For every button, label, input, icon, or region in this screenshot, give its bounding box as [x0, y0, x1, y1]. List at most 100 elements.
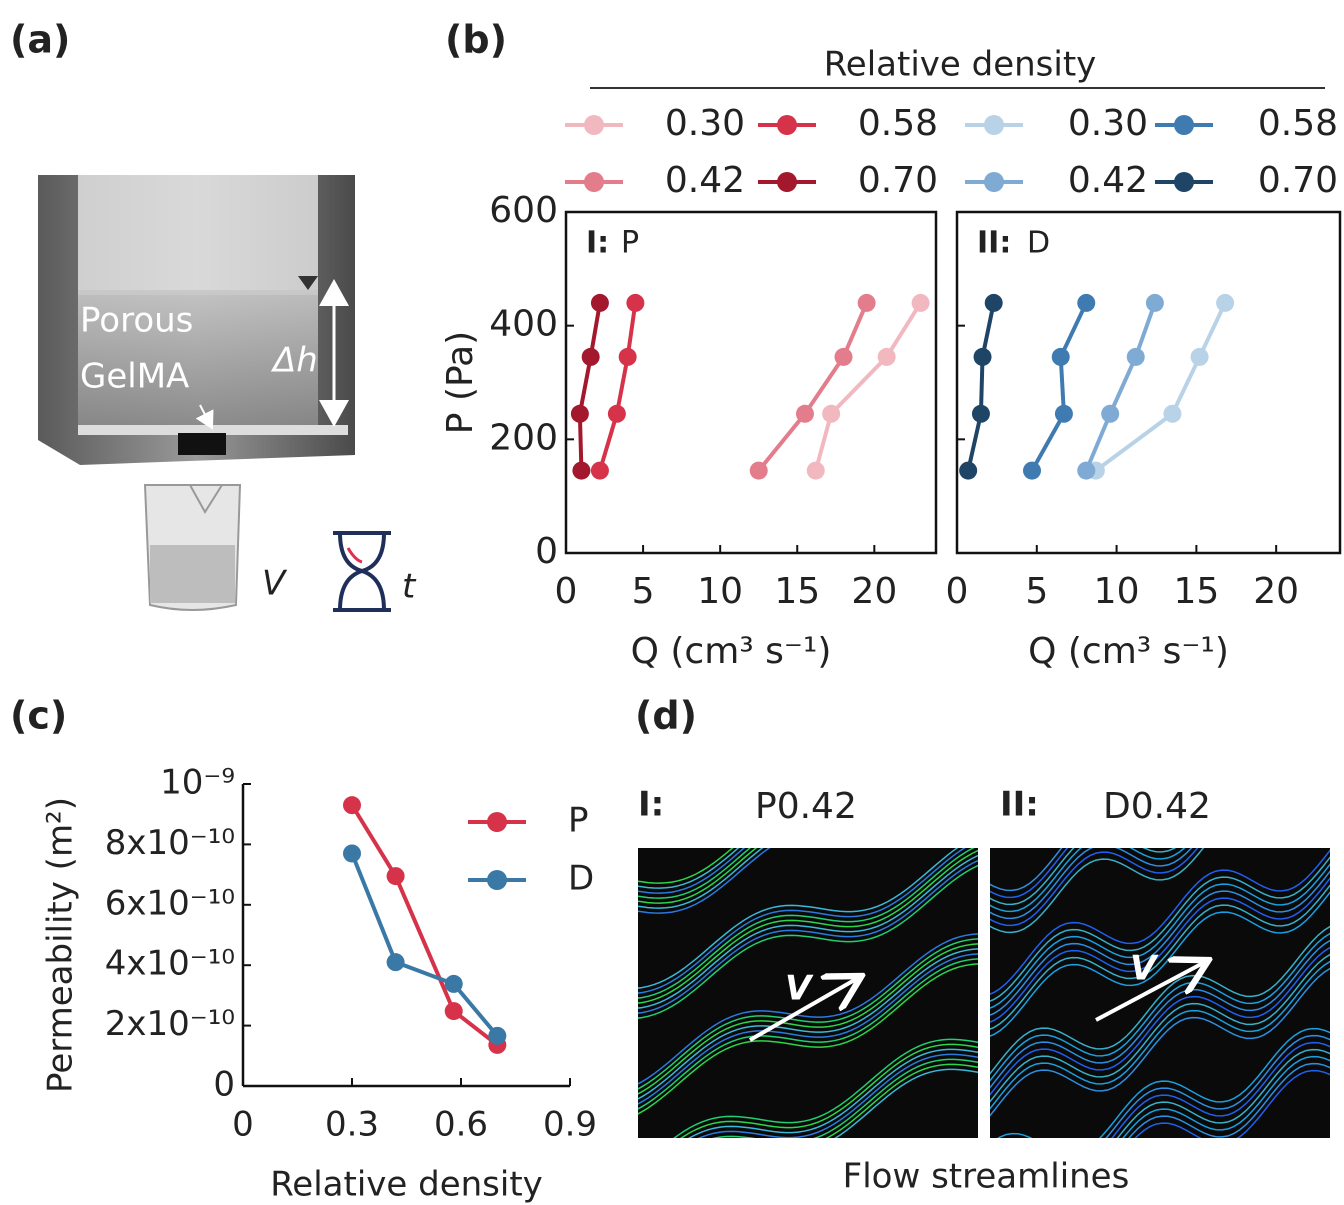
streamline	[990, 877, 1330, 1023]
streamline	[1105, 1034, 1330, 1138]
data-point	[488, 1026, 507, 1045]
streamline	[638, 849, 978, 1004]
streamline	[990, 946, 1330, 1096]
data-point	[877, 347, 896, 366]
streamline	[638, 848, 734, 884]
streamline	[680, 1043, 978, 1138]
series-line	[577, 302, 602, 471]
streamline	[990, 848, 1063, 892]
data-point	[971, 404, 990, 423]
velocity-label: V	[1130, 949, 1159, 989]
streamline	[638, 848, 746, 894]
streamline	[1128, 1062, 1330, 1138]
panel-label: (b)	[445, 18, 507, 62]
y-tick-label: 6x10⁻¹⁰	[105, 883, 235, 923]
series-line	[757, 302, 869, 472]
streamline	[638, 943, 978, 1095]
streamline	[990, 848, 1069, 899]
data-point	[749, 461, 768, 480]
data-point	[1101, 404, 1120, 423]
plot-frame	[564, 210, 938, 555]
legend-marker	[487, 812, 507, 832]
y-tick-label: 200	[489, 417, 558, 458]
streamline	[834, 1068, 978, 1138]
streamline	[990, 848, 1186, 913]
legend-marker	[984, 115, 1004, 135]
series-line	[813, 301, 923, 472]
subpanel-title: D0.42	[1103, 786, 1211, 827]
series-line	[1084, 302, 1157, 472]
streamline	[990, 848, 1193, 920]
y-axis-label: P (Pa)	[440, 331, 481, 434]
y-tick-label: 0	[535, 531, 558, 572]
beaker	[143, 484, 242, 611]
x-tick-label: 5	[1025, 571, 1048, 612]
subpanel-label: I:	[638, 785, 664, 825]
streamline	[990, 856, 1330, 1002]
streamline	[638, 938, 978, 1090]
data-point	[1190, 347, 1209, 366]
x-tick-label: 0	[555, 571, 578, 612]
series-line	[350, 852, 499, 1038]
velocity-arrow	[1095, 962, 1205, 1022]
y-tick-label: 0	[213, 1065, 235, 1105]
panel-label: (a)	[10, 18, 70, 62]
streamline	[990, 953, 1330, 1103]
data-point	[1077, 461, 1096, 480]
streamline	[638, 933, 978, 1085]
volume-label: V	[262, 564, 288, 604]
caption: Flow streamlines	[843, 1157, 1130, 1197]
legend-label: 0.70	[858, 160, 938, 201]
panel-label: (d)	[635, 694, 697, 738]
streamline	[638, 848, 959, 989]
data-point	[1054, 404, 1073, 423]
panel-sublabel: I:	[586, 226, 609, 261]
time-label: t	[402, 567, 417, 607]
hourglass	[333, 531, 391, 612]
streamline	[638, 848, 975, 999]
streamline	[638, 848, 740, 889]
data-point	[834, 347, 853, 366]
streamline	[638, 953, 978, 1105]
data-point	[343, 796, 361, 815]
legend-label: 0.30	[665, 103, 745, 144]
subpanel-title: P0.42	[755, 786, 857, 827]
streamline	[638, 848, 966, 994]
data-point	[607, 404, 626, 423]
x-tick-label: 10	[1094, 571, 1140, 612]
streamline	[1122, 1055, 1330, 1138]
streamline	[638, 948, 978, 1100]
velocity-label: V	[785, 969, 814, 1009]
legend-label: 0.70	[1258, 160, 1338, 201]
streamline	[990, 863, 1330, 1009]
x-tick-label: 5	[632, 571, 655, 612]
streamline	[638, 848, 764, 909]
data-point	[1126, 347, 1145, 366]
legend-marker	[777, 115, 797, 135]
data-point	[806, 461, 825, 480]
streamline	[990, 849, 1330, 995]
data-point	[581, 347, 600, 366]
legend-marker	[1174, 172, 1194, 192]
streamline	[697, 1053, 978, 1138]
streamlines	[638, 848, 978, 1138]
data-point	[795, 404, 814, 423]
streamline-image	[638, 848, 978, 1138]
legend-marker	[777, 172, 797, 192]
x-axis-label: Q (cm³ s⁻¹)	[631, 631, 832, 672]
streamline	[638, 854, 978, 1009]
series-line	[1094, 302, 1227, 473]
streamline	[990, 939, 1330, 1089]
y-tick-label: 4x10⁻¹⁰	[105, 944, 235, 984]
x-axis-label: Q (cm³ s⁻¹)	[1028, 631, 1229, 672]
streamline	[1134, 1069, 1330, 1138]
streamline	[638, 848, 758, 904]
data-point	[1051, 347, 1070, 366]
streamline	[990, 967, 1330, 1117]
legend-label: D	[568, 859, 594, 899]
data-point	[570, 404, 589, 423]
streamline	[990, 848, 1177, 906]
x-tick-label: 10	[697, 571, 743, 612]
panel-title: P	[621, 226, 639, 261]
